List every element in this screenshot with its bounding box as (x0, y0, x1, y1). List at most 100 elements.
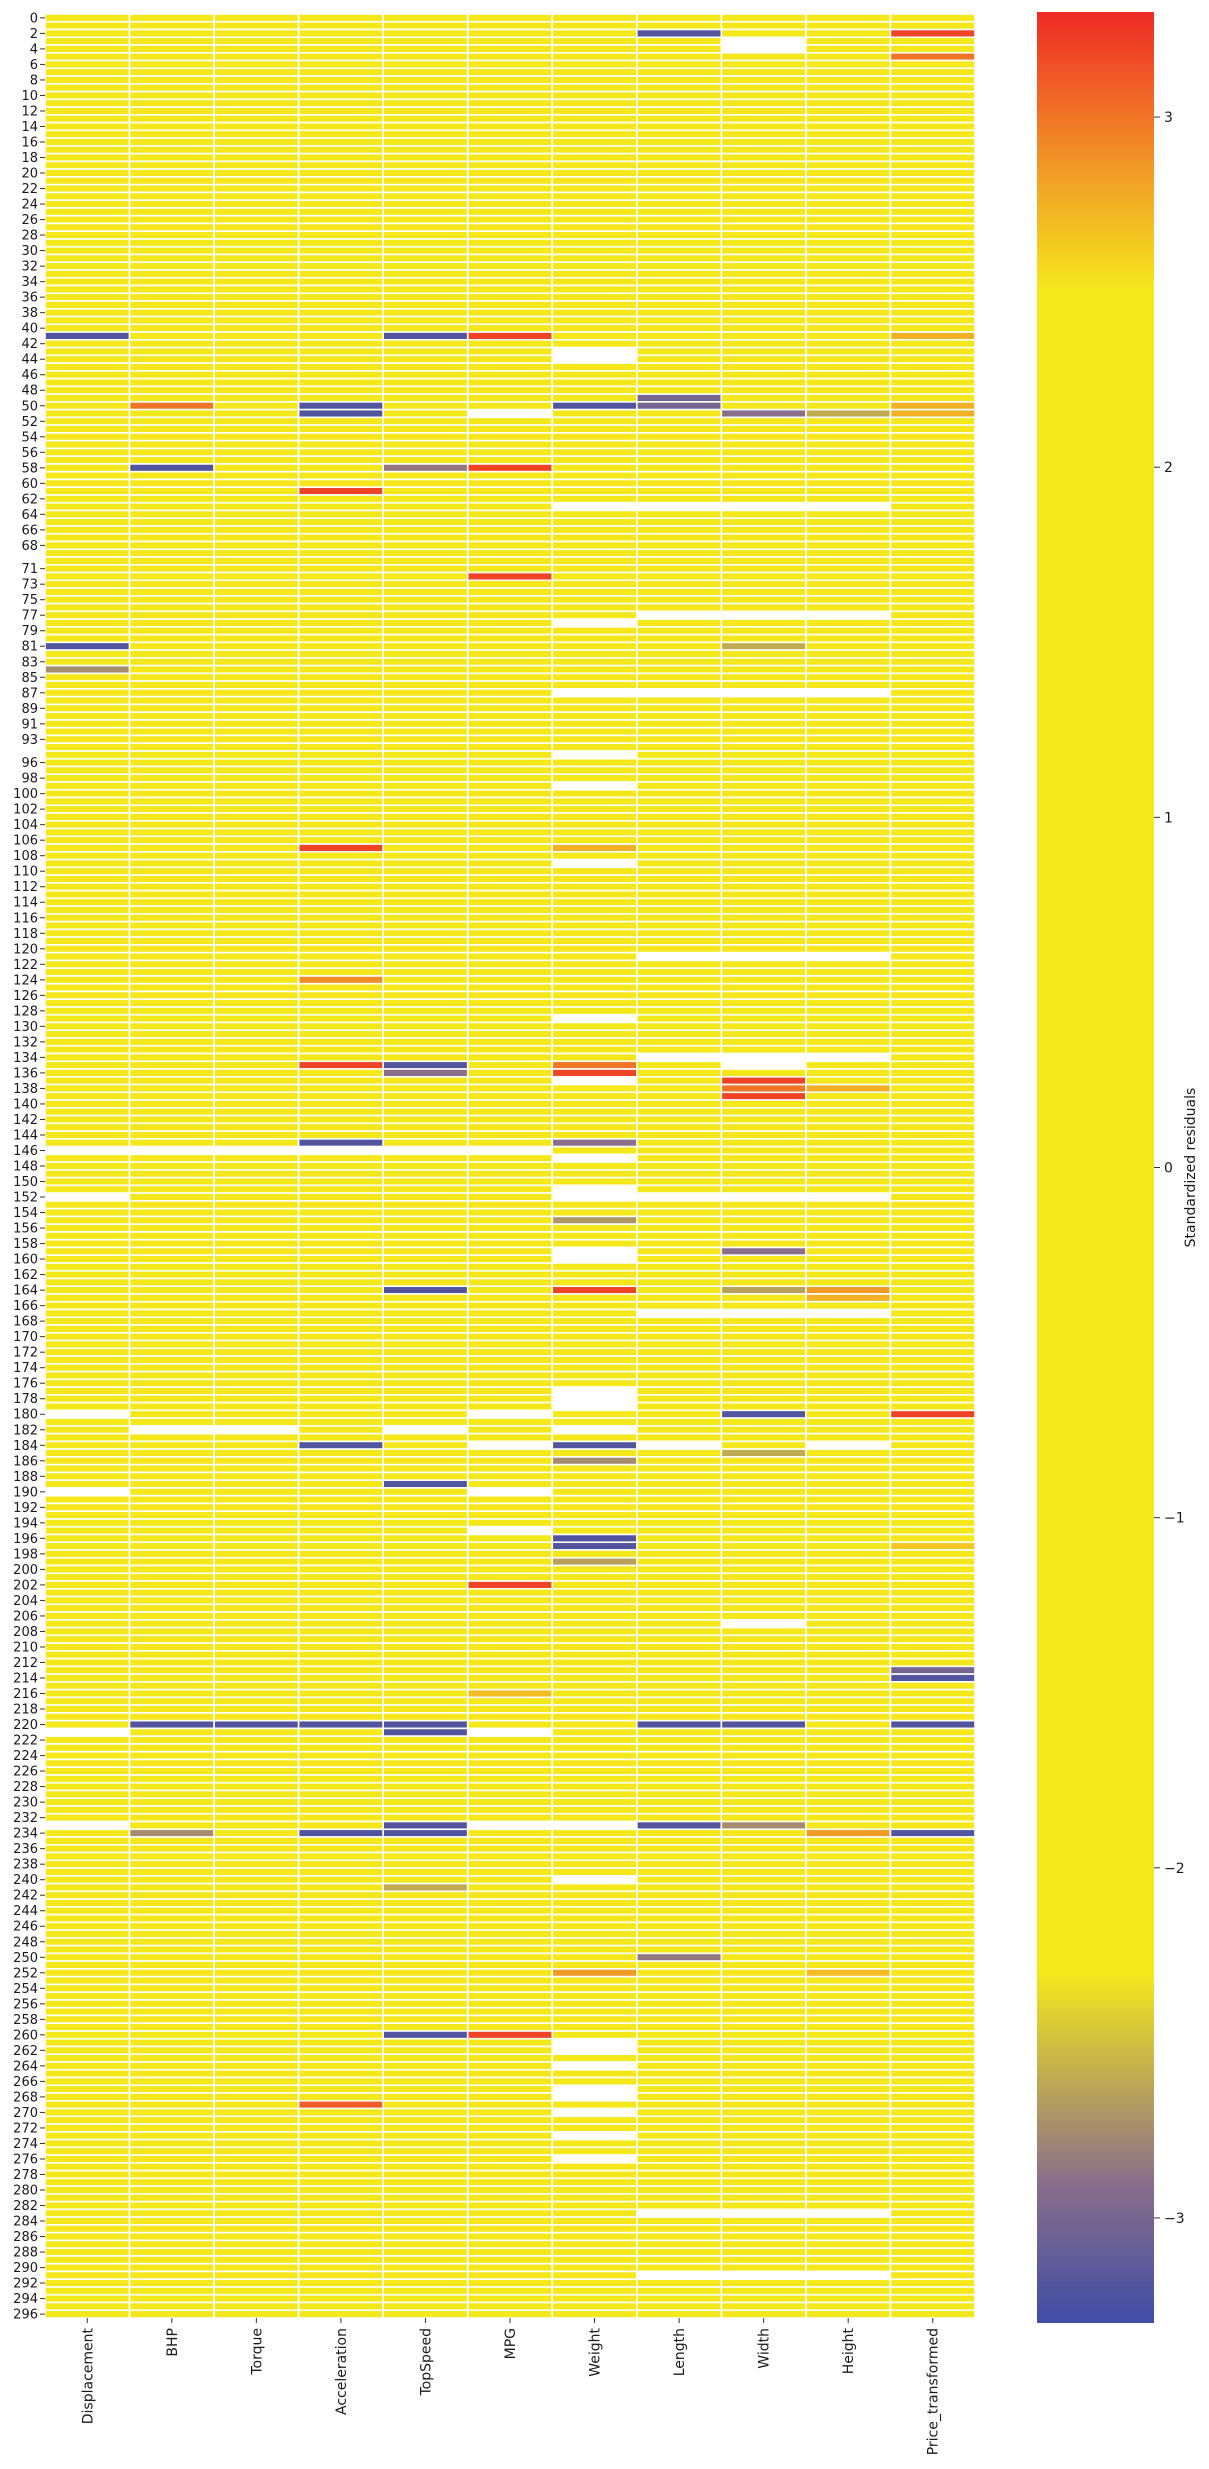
heatmap-cell (213, 1843, 300, 1854)
heatmap-cell (636, 1215, 723, 1225)
heatmap-cell (382, 1044, 469, 1055)
heatmap-cell (720, 51, 807, 62)
heatmap-cell (466, 1681, 554, 1691)
heatmap-cell (805, 245, 892, 256)
heatmap-cell (466, 2037, 554, 2048)
heatmap-cell (466, 1114, 554, 1125)
heatmap-cell (551, 1968, 638, 1978)
heatmap-cell (805, 486, 892, 496)
heatmap-cell (44, 1735, 131, 1745)
heatmap-cell (551, 307, 638, 318)
heatmap-cell (805, 1983, 892, 1993)
heatmap-cell (297, 1425, 384, 1435)
heatmap-cell (44, 2224, 131, 2234)
heatmap-cell (466, 781, 554, 791)
heatmap-cell (128, 773, 215, 783)
heatmap-cell (889, 323, 976, 333)
heatmap-cell (805, 385, 892, 395)
heatmap-cell (44, 882, 131, 892)
heatmap-cell (720, 1634, 807, 1644)
heatmap-cell (551, 1611, 638, 1621)
heatmap-cell (805, 362, 892, 372)
heatmap-cell (382, 2293, 469, 2304)
heatmap-cell (720, 1223, 807, 1233)
heatmap-cell (636, 1432, 723, 1443)
heatmap-cell (466, 1176, 554, 1187)
heatmap-cell (44, 1626, 131, 1637)
heatmap-cell (889, 346, 976, 357)
heatmap-cell (551, 1828, 638, 1838)
heatmap-cell (297, 478, 384, 489)
row-tick-label: 62 (21, 492, 38, 507)
heatmap-cell (213, 106, 300, 116)
heatmap-cell (889, 1587, 976, 1598)
heatmap-cell (466, 269, 554, 279)
row-tick-label: 122 (13, 958, 38, 973)
heatmap-cell (382, 137, 469, 147)
row-tick-label: 50 (21, 399, 38, 414)
heatmap-cell (128, 1114, 215, 1125)
heatmap-cell (382, 1324, 469, 1334)
heatmap-cell (636, 1665, 723, 1675)
heatmap-cell (805, 618, 892, 628)
heatmap-cell (805, 323, 892, 333)
heatmap-cell (636, 1083, 723, 1094)
heatmap-cell (466, 556, 554, 566)
heatmap-cell (889, 1727, 976, 1737)
heatmap-cell (297, 1463, 384, 1474)
heatmap-cell (297, 1432, 384, 1443)
heatmap-cell (382, 1906, 469, 1916)
heatmap-cell (889, 1859, 976, 1869)
heatmap-cell (213, 1448, 300, 1458)
heatmap-cell (44, 1378, 131, 1388)
heatmap-cell (466, 276, 554, 287)
heatmap-cell (636, 447, 723, 457)
heatmap-cell (382, 214, 469, 225)
heatmap-cell (44, 1138, 131, 1148)
heatmap-cell (466, 145, 554, 155)
heatmap-cell (44, 1269, 131, 1280)
heatmap-cell (44, 470, 131, 481)
heatmap-cell (551, 595, 638, 605)
heatmap-cell (551, 1758, 638, 1769)
heatmap-cell (720, 1510, 807, 1520)
heatmap-cell (466, 897, 554, 907)
heatmap-cell (128, 1494, 215, 1505)
heatmap-cell (805, 695, 892, 706)
heatmap-cell (382, 284, 469, 295)
heatmap-cell (297, 222, 384, 233)
heatmap-cell (889, 1463, 976, 1474)
heatmap-cell (128, 1044, 215, 1055)
heatmap-cell (805, 1595, 892, 1606)
heatmap-cell (805, 1223, 892, 1233)
heatmap-cell (213, 1378, 300, 1388)
heatmap-cell (297, 1727, 384, 1737)
heatmap-cell (889, 1370, 976, 1381)
heatmap-cell (297, 2092, 384, 2102)
heatmap-cell (805, 269, 892, 279)
heatmap-cell (128, 1145, 215, 1156)
heatmap-cell (213, 59, 300, 70)
heatmap-cell (720, 2169, 807, 2180)
heatmap-cell (805, 2286, 892, 2296)
heatmap-cell (213, 1681, 300, 1691)
heatmap-cell (382, 51, 469, 62)
heatmap-cell (213, 2169, 300, 2180)
heatmap-cell (466, 1207, 554, 1218)
heatmap-cell (889, 261, 976, 271)
heatmap-cell (551, 90, 638, 101)
heatmap-cell (213, 1906, 300, 1916)
heatmap-cell (44, 1921, 131, 1931)
heatmap-cell (128, 1843, 215, 1854)
heatmap-cell (297, 695, 384, 706)
heatmap-cell (213, 1642, 300, 1652)
heatmap-cell (551, 447, 638, 457)
heatmap-cell (636, 1704, 723, 1714)
heatmap-cell (466, 688, 554, 698)
heatmap-cell (382, 1456, 469, 1466)
heatmap-cell (889, 951, 976, 962)
heatmap-cell (636, 1828, 723, 1838)
heatmap-cell (213, 1099, 300, 1109)
heatmap-cell (44, 1719, 131, 1730)
heatmap-cell (805, 1750, 892, 1761)
